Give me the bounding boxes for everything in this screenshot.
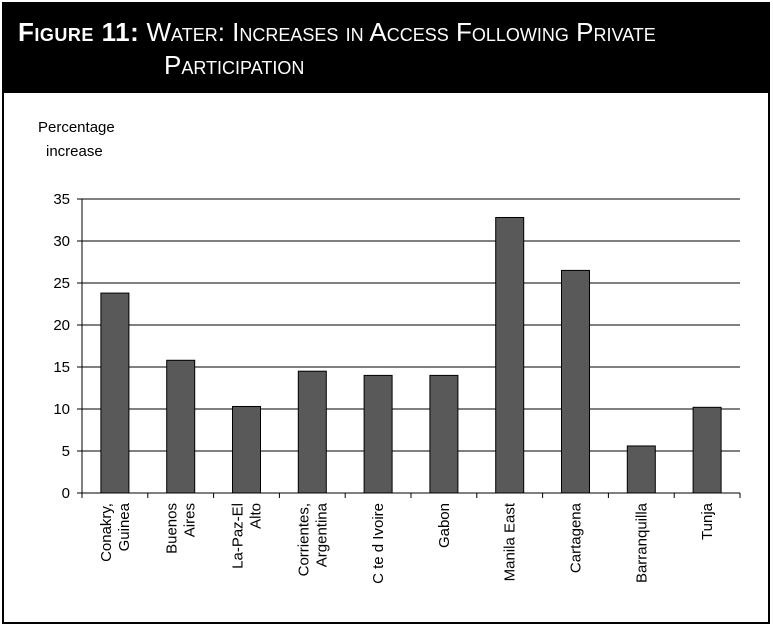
bar: [232, 405, 261, 494]
category-label: Argentina: [313, 502, 330, 567]
y-axis-label-line: Percentage: [38, 119, 115, 136]
y-tick-label: 20: [53, 317, 70, 334]
category-label: Cartagena: [568, 502, 585, 573]
category-label: Conakry,: [98, 503, 115, 562]
category-label: Tunja: [699, 502, 716, 540]
category-label: Alto: [248, 503, 265, 529]
category-label: Guinea: [116, 502, 133, 551]
y-tick-label: 10: [53, 401, 70, 418]
category-label: La-Paz-El: [230, 503, 247, 569]
category-label: C te d Ivoire: [370, 503, 387, 584]
bar: [561, 269, 590, 494]
category-label: Aires: [182, 503, 199, 537]
y-axis-label-line: increase: [46, 143, 103, 160]
category-label: Barranquilla: [633, 502, 650, 583]
y-tick-label: 35: [53, 191, 70, 208]
bar: [626, 445, 656, 494]
category-label: Gabon: [436, 503, 453, 548]
bar: [363, 374, 393, 494]
y-axis-label: Percentage increase: [38, 119, 115, 160]
category-label: Corrientes,: [295, 503, 312, 576]
y-tick-label: 0: [62, 485, 70, 502]
category-labels: Conakry, Guinea Buenos Aires La-Paz-El Alto Co…: [98, 502, 716, 584]
category-label: Buenos: [164, 503, 181, 554]
bars: [100, 216, 722, 494]
figure-header: Figure 11: Water: Increases in Access Fo…: [4, 4, 768, 93]
bar: [166, 359, 196, 494]
bar: [100, 292, 130, 494]
y-tick-label: 15: [53, 359, 70, 376]
category-label: Manila East: [502, 502, 519, 581]
bar: [495, 216, 525, 494]
bar: [429, 374, 459, 494]
bar: [692, 406, 722, 494]
figure-title-line1: Water: Increases in Access Following Pri…: [146, 17, 656, 47]
y-tick-label: 25: [53, 275, 70, 292]
figure-title-line2: Participation: [164, 50, 305, 80]
figure-label: Figure 11:: [18, 17, 140, 47]
bar: [297, 370, 327, 494]
y-tick-label: 5: [62, 443, 70, 460]
y-tick-labels: 0 5 10 15 20 25 30 35: [53, 191, 70, 502]
bar-chart: Percentage increase 0 5 10 15 20 25 30 35 Conakr…: [38, 119, 741, 584]
y-tick-label: 30: [53, 233, 70, 250]
